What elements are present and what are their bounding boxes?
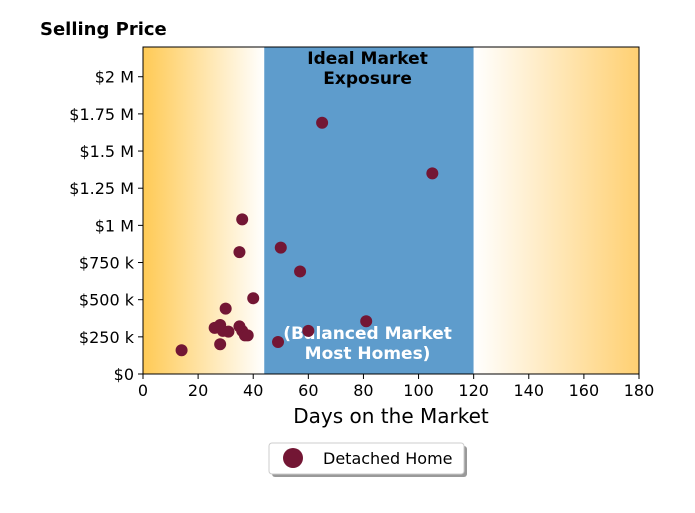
chart-title: Selling Price — [40, 19, 167, 40]
data-point — [247, 292, 260, 305]
data-point — [241, 329, 254, 342]
data-point — [272, 336, 285, 349]
legend-box — [268, 442, 465, 475]
data-point — [214, 338, 227, 351]
data-point — [236, 213, 249, 226]
x-axis-title: Days on the Market — [293, 404, 489, 428]
annotation-1-line-1: Most Homes) — [305, 344, 431, 364]
shaded-regions — [143, 47, 639, 374]
legend-label: Detached Home — [323, 449, 453, 468]
y-tick-label: $1 M — [95, 216, 134, 235]
x-tick-label: 100 — [403, 381, 434, 400]
data-point — [175, 344, 188, 357]
x-tick-label: 40 — [243, 381, 263, 400]
data-points — [175, 116, 439, 357]
data-point — [233, 246, 246, 259]
y-axis: $0 $250 k $500 k $750 k $1 M $1.25 M $1.5 M $1.… — [69, 68, 143, 384]
y-tick-label: $1.25 M — [69, 179, 134, 198]
y-tick-label: $0 — [114, 365, 134, 384]
x-tick-label: 180 — [624, 381, 655, 400]
y-tick-label: $500 k — [79, 291, 135, 310]
x-tick-label: 60 — [298, 381, 318, 400]
x-tick-label: 0 — [138, 381, 148, 400]
x-tick-label: 80 — [353, 381, 373, 400]
y-tick-label: $1.75 M — [69, 105, 134, 124]
data-point — [274, 241, 287, 254]
data-point — [222, 325, 235, 338]
annotation-0-line-1: Exposure — [323, 69, 412, 89]
data-point — [294, 265, 307, 278]
x-tick-label: 20 — [188, 381, 208, 400]
data-point — [360, 315, 373, 328]
region-0 — [143, 47, 265, 374]
x-axis: 0 20 40 60 80 100 120 140 160 180 — [138, 374, 654, 400]
data-point — [316, 116, 329, 129]
y-tick-label: $2 M — [95, 68, 134, 87]
x-tick-label: 160 — [569, 381, 600, 400]
data-point — [426, 167, 439, 180]
y-tick-label: $750 k — [79, 254, 135, 273]
annotation-1-line-0: (Balanced Market — [283, 324, 452, 344]
region-2 — [473, 47, 639, 374]
annotation-0-line-0: Ideal Market — [307, 49, 428, 69]
x-tick-label: 120 — [458, 381, 489, 400]
data-point — [302, 324, 315, 337]
x-tick-label: 140 — [514, 381, 545, 400]
y-tick-label: $1.5 M — [79, 142, 134, 161]
legend-marker — [283, 448, 303, 468]
legend: Detached Home — [268, 442, 467, 477]
data-point — [219, 302, 232, 315]
y-tick-label: $250 k — [79, 328, 135, 347]
plot-frame — [142, 46, 640, 375]
